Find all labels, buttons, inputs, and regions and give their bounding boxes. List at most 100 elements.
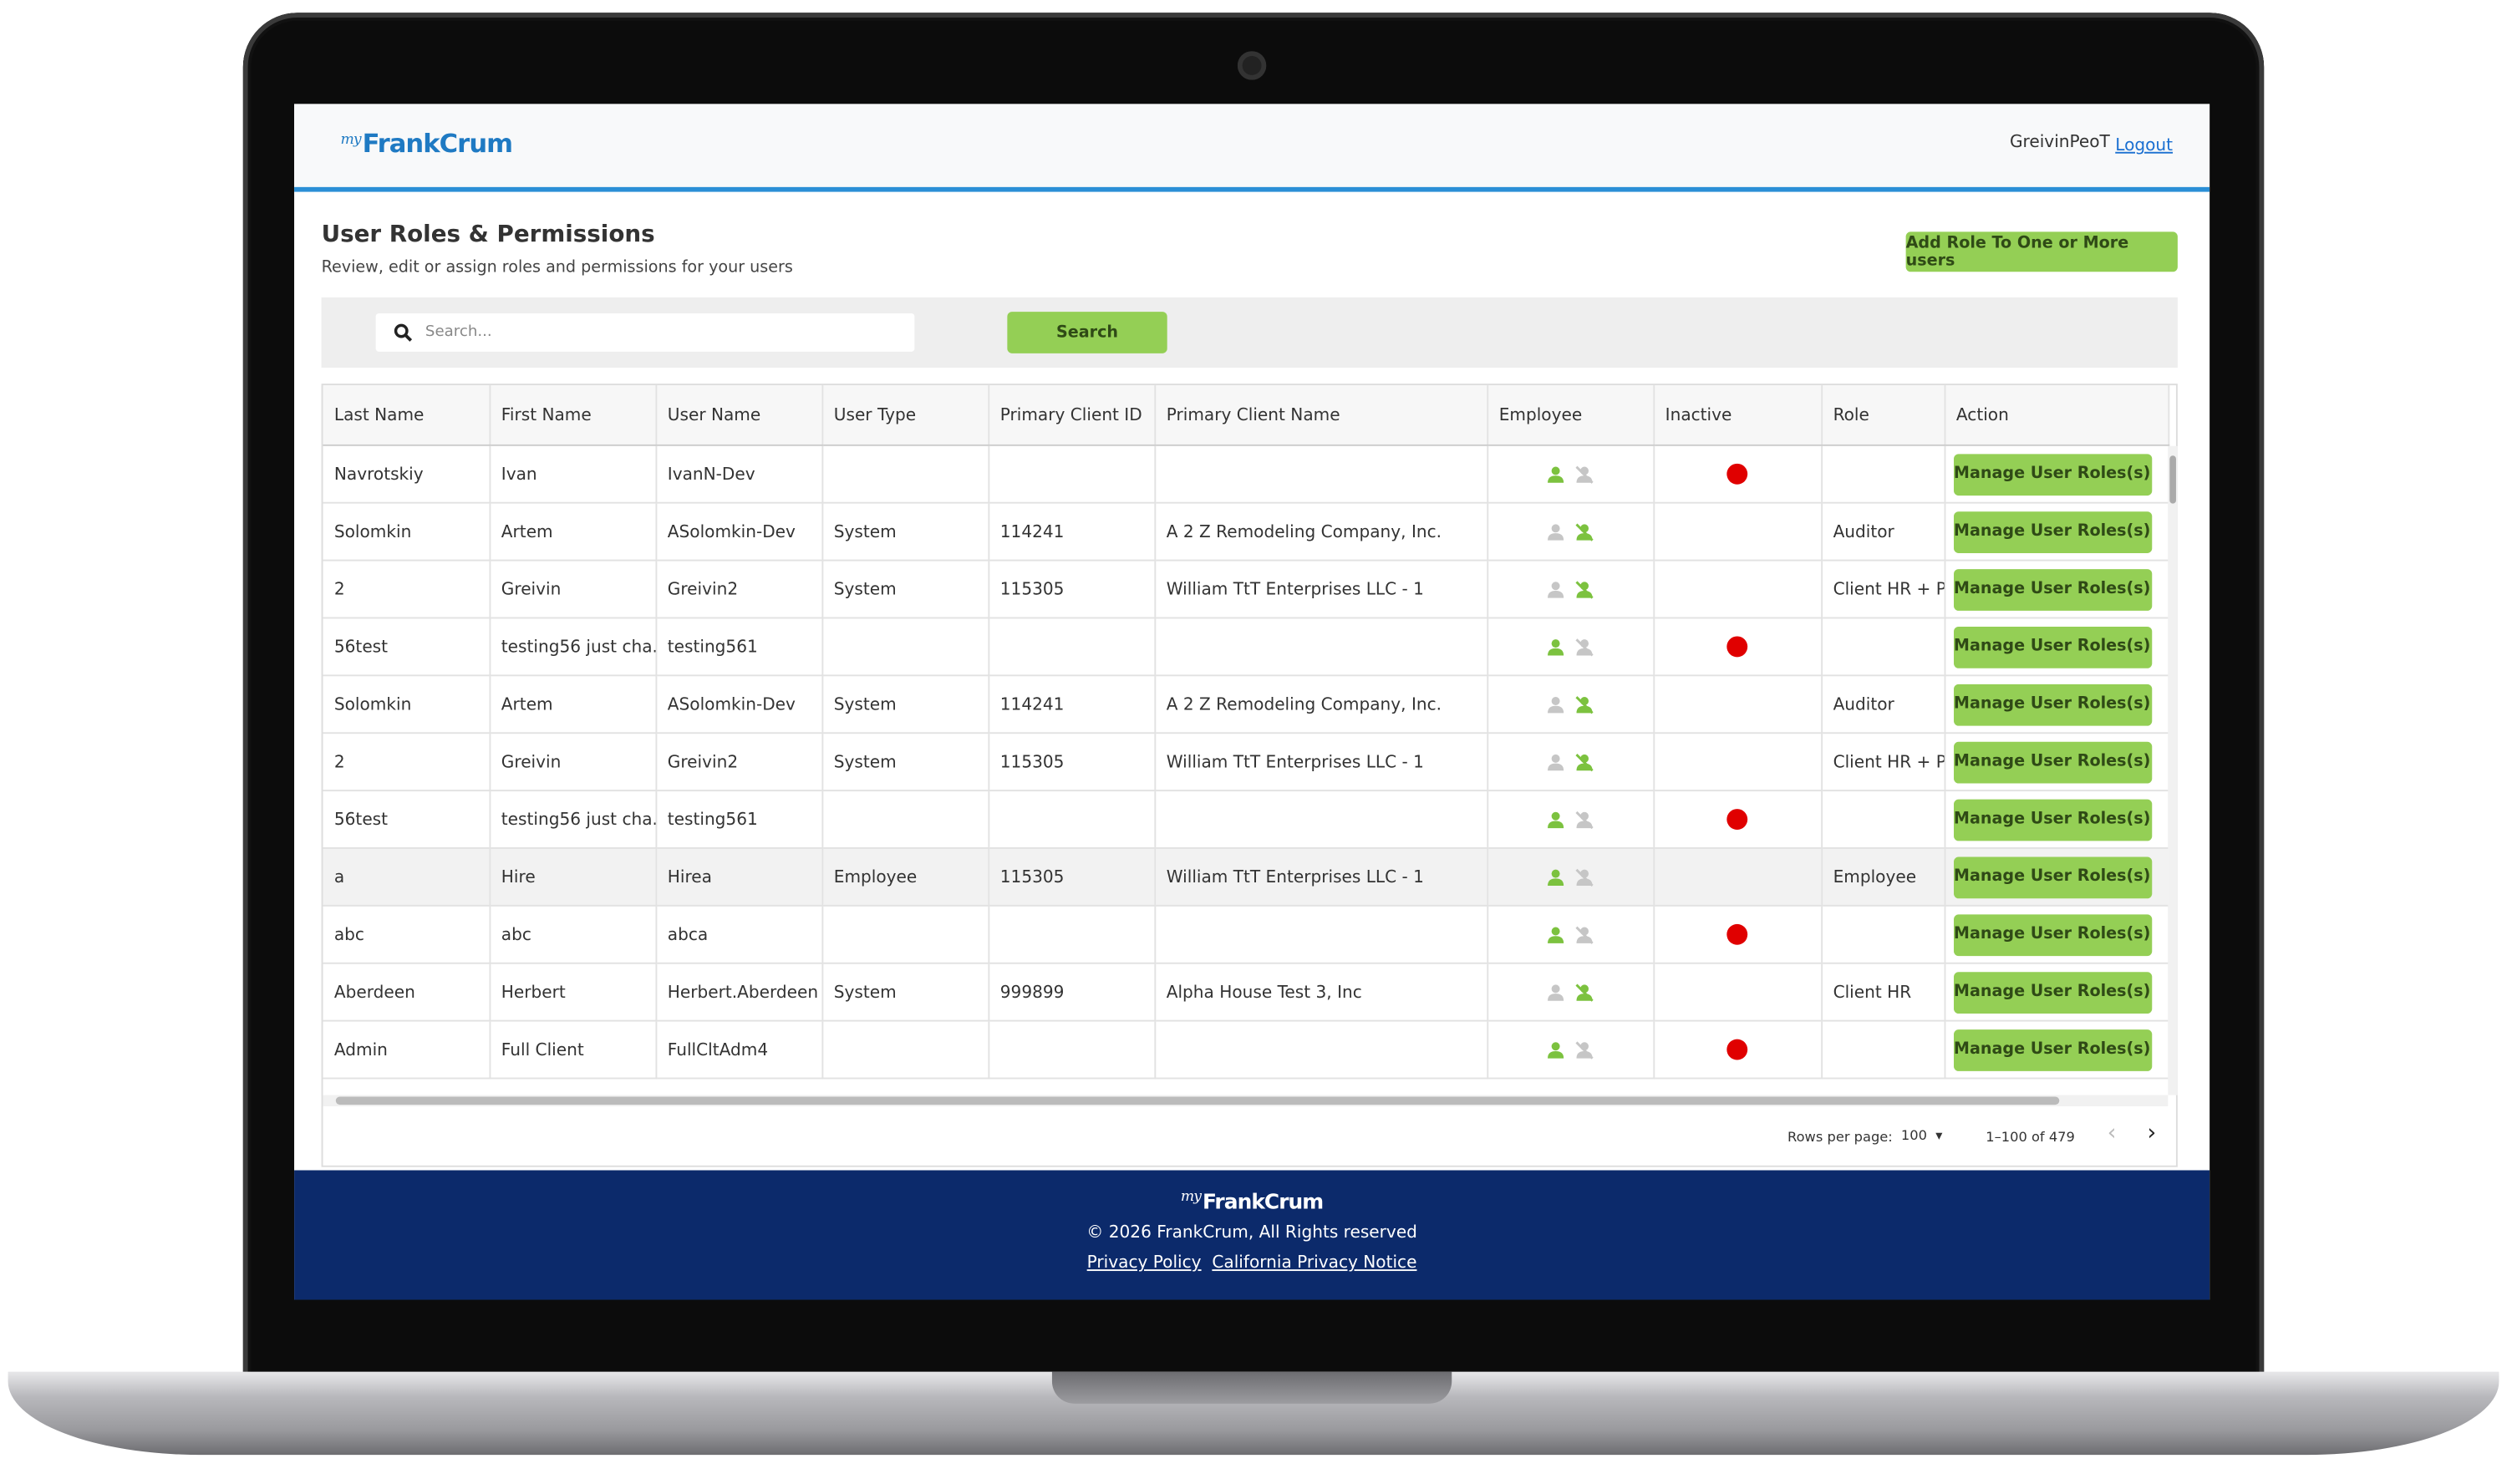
employee-icon <box>1548 465 1564 482</box>
h-scrollbar[interactable] <box>323 1095 2169 1106</box>
manage-roles-button[interactable]: Manage User Roles(s) <box>1953 1029 2152 1070</box>
cell <box>1821 445 1945 504</box>
search-input[interactable]: Search... <box>375 313 915 352</box>
cell: Manage User Roles(s) <box>1944 847 2169 907</box>
client-id: 999899 <box>988 963 1156 1022</box>
employee-icon <box>1548 638 1564 655</box>
manage-roles-button[interactable]: Manage User Roles(s) <box>1953 856 2152 898</box>
last-name: Solomkin <box>323 675 491 734</box>
inactive-dot <box>1726 809 1748 830</box>
client-name: William TtT Enterprises LLC - 1 <box>1154 733 1488 792</box>
cell <box>1653 790 1823 849</box>
manage-roles-button[interactable]: Manage User Roles(s) <box>1953 683 2152 725</box>
cell <box>1487 445 1655 504</box>
user-type: System <box>821 733 989 792</box>
california-privacy-link[interactable]: California Privacy Notice <box>1212 1253 1417 1273</box>
cell <box>1821 905 1945 964</box>
manage-roles-button[interactable]: Manage User Roles(s) <box>1953 626 2152 668</box>
page-range: 1–100 of 479 <box>1986 1130 2075 1146</box>
h-scroll-thumb[interactable] <box>335 1096 2060 1105</box>
cell <box>1487 1020 1655 1080</box>
table-row: Navrotskiy Ivan IvanN-Dev Manage User Roles… <box>323 445 2169 504</box>
page-title: User Roles & Permissions <box>321 221 655 248</box>
cell <box>1821 617 1945 677</box>
cell <box>1487 963 1655 1022</box>
last-name: 56test <box>323 790 491 849</box>
last-name: 56test <box>323 617 491 677</box>
cell <box>1653 445 1823 504</box>
table-row: a Hire Hirea Employee 115305 William TtT Ente… <box>323 847 2169 907</box>
manage-roles-button[interactable]: Manage User Roles(s) <box>1953 453 2152 496</box>
inactive-employee-icon <box>1575 580 1594 598</box>
cell <box>1821 1020 1945 1080</box>
role: Client HR + PR <box>1821 733 1945 792</box>
manage-roles-button[interactable]: Manage User Roles(s) <box>1953 913 2152 956</box>
manage-roles-button[interactable]: Manage User Roles(s) <box>1953 740 2152 783</box>
camera <box>1237 51 1267 80</box>
manage-roles-button[interactable]: Manage User Roles(s) <box>1953 798 2152 841</box>
inactive-employee-icon <box>1575 1040 1594 1059</box>
prev-page[interactable]: ‹ <box>2107 1121 2117 1146</box>
user-type: System <box>821 502 989 562</box>
role: Client HR <box>1821 963 1945 1022</box>
column-header: User Type <box>821 385 989 446</box>
cell: Manage User Roles(s) <box>1944 1020 2169 1080</box>
user-name: ASolomkin-Dev <box>655 675 823 734</box>
user-type: Employee <box>821 847 989 907</box>
last-name: Aberdeen <box>323 963 491 1022</box>
next-page[interactable]: › <box>2147 1121 2157 1146</box>
cell <box>1487 675 1655 734</box>
last-name: 2 <box>323 560 491 619</box>
cell <box>1487 502 1655 562</box>
search-placeholder: Search... <box>425 323 492 341</box>
column-header: Role <box>1821 385 1945 446</box>
logo[interactable]: my FrankCrum <box>340 128 514 158</box>
employee-icon <box>1548 983 1564 1000</box>
table-rows: Navrotskiy Ivan IvanN-Dev Manage User Roles… <box>323 445 2169 1080</box>
employee-icon <box>1548 696 1564 713</box>
cell <box>1154 790 1488 849</box>
cell <box>821 905 989 964</box>
manage-roles-button[interactable]: Manage User Roles(s) <box>1953 568 2152 610</box>
logout-link[interactable]: Logout <box>2115 135 2174 155</box>
footer-logo: my FrankCrum <box>294 1189 2210 1215</box>
logo-prefix: my <box>340 132 362 149</box>
cell <box>1154 905 1488 964</box>
manage-roles-button[interactable]: Manage User Roles(s) <box>1953 971 2152 1014</box>
footer-links: Privacy Policy California Privacy Notice <box>294 1253 2210 1273</box>
username: GreivinPeoT <box>2009 132 2110 152</box>
first-name: Greivin <box>489 560 657 619</box>
table-row: 56test testing56 just cha... testing561 Man… <box>323 617 2169 677</box>
cell <box>821 617 989 677</box>
rows-per-page-label: Rows per page: <box>1787 1130 1893 1146</box>
inactive-dot <box>1726 636 1748 658</box>
rows-per-page-select[interactable]: 100 ▾ <box>1900 1128 1943 1145</box>
client-name: Alpha House Test 3, Inc <box>1154 963 1488 1022</box>
v-scrollbar[interactable] <box>2168 445 2178 1095</box>
first-name: Greivin <box>489 733 657 792</box>
client-name: William TtT Enterprises LLC - 1 <box>1154 560 1488 619</box>
manage-roles-button[interactable]: Manage User Roles(s) <box>1953 511 2152 553</box>
role: Client HR + PR <box>1821 560 1945 619</box>
last-name: a <box>323 847 491 907</box>
table: Last Name First Name User Name User Type Pri… <box>321 384 2178 1167</box>
privacy-link[interactable]: Privacy Policy <box>1086 1253 1202 1273</box>
cell <box>1487 905 1655 964</box>
add-role-button[interactable]: Add Role To One or More users <box>1905 231 2178 272</box>
column-header: User Name <box>655 385 823 446</box>
role: Employee <box>1821 847 1945 907</box>
first-name: Artem <box>489 675 657 734</box>
user-name: Greivin2 <box>655 733 823 792</box>
v-scroll-thumb[interactable] <box>2169 455 2176 504</box>
user-type: System <box>821 963 989 1022</box>
user-type: System <box>821 560 989 619</box>
cell <box>1487 790 1655 849</box>
first-name: Artem <box>489 502 657 562</box>
table-row: 56test testing56 just cha... testing561 Man… <box>323 790 2169 849</box>
cell: Manage User Roles(s) <box>1944 790 2169 849</box>
copyright: © 2026 FrankCrum, All Rights reserved <box>1086 1222 1417 1243</box>
cell <box>1653 905 1823 964</box>
search-button[interactable]: Search <box>1007 312 1167 353</box>
user-name: IvanN-Dev <box>655 445 823 504</box>
